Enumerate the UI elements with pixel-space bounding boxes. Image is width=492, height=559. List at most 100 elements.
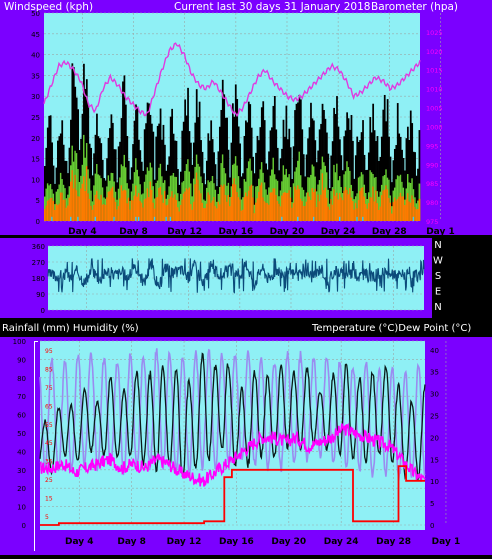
wind-low-bar [139, 200, 142, 221]
wind-low-bar [171, 191, 174, 221]
wind-low-bar [203, 207, 205, 221]
direction-y-tick-label: 180 [32, 275, 45, 283]
wind-gust-bar [114, 149, 117, 221]
wind-gust-bar [46, 127, 49, 221]
wind-gust-bar [239, 143, 241, 221]
wind-low-bar [333, 189, 335, 221]
wind-low-bar [294, 186, 296, 221]
wind-low-bar [318, 201, 321, 221]
wind-low-bar [236, 192, 239, 221]
wind-low-bar [182, 193, 185, 221]
wind-gust-bar [72, 67, 75, 221]
wind-gust-bar [155, 136, 158, 221]
wind-low-bar [161, 194, 163, 221]
wind-gust-bar [184, 99, 187, 221]
wind-gust-bar [207, 133, 210, 221]
wind-gust-bar [404, 170, 406, 221]
wind-low-bar [307, 192, 309, 221]
wind-gust-bar [362, 120, 364, 221]
wind-gust-bar [295, 103, 298, 221]
wind-low-bar [388, 197, 390, 221]
wind-gust-bar [262, 101, 265, 221]
temperature-y-tick-label: 30 [430, 391, 439, 399]
wind-low-bar [391, 213, 393, 221]
wind-average-bar [98, 175, 101, 221]
wind-low-bar [263, 201, 266, 221]
wind-low-bar [159, 186, 162, 221]
wind-low-bar [185, 188, 188, 221]
wind-low-bar [310, 199, 312, 221]
wind-low-bar [268, 204, 270, 221]
wind-low-bar [120, 185, 123, 221]
wind-low-bar [385, 185, 388, 221]
humidity-y-tick-label: 0 [22, 522, 26, 530]
wind-low-bar [208, 194, 211, 221]
wind-gust-bar [376, 136, 379, 221]
wind-low-bar [406, 193, 409, 221]
wind-low-bar [383, 189, 386, 221]
wind-low-bar [71, 170, 74, 221]
wind-gust-bar [334, 113, 337, 221]
wind-low-bar [158, 187, 160, 221]
windspeed-axis-title: Windspeed (kph) [4, 1, 93, 13]
temp-x-tick-label: Day 4 [65, 537, 94, 547]
barometer-line [43, 42, 421, 118]
wind-low-bar [101, 204, 104, 221]
rainfall-y-tick-label: 85 [45, 367, 53, 374]
wind-low-bar [289, 197, 292, 221]
wind-x-tick-label: Day 8 [119, 227, 148, 237]
wind-average-bar [101, 187, 104, 221]
wind-gust-bar [111, 122, 114, 221]
wind-low-bar [395, 200, 398, 221]
wind-low-bar [243, 197, 246, 221]
wind-gust-bar [256, 135, 259, 221]
temperature-y-tick-label: 40 [430, 347, 439, 355]
wind-low-bar [204, 208, 207, 221]
wind-low-bar [111, 186, 114, 221]
wind-low-bar [197, 179, 200, 221]
wind-gust-bar [414, 152, 416, 221]
temp-x-tick-label: Day 8 [117, 537, 146, 547]
wind-gust-bar [391, 182, 393, 221]
wind-y-tick-label: 25 [31, 114, 40, 122]
temperature-y-tick-label: 5 [430, 500, 434, 508]
wind-average-bar [240, 199, 243, 221]
wind-gust-bar [182, 121, 185, 221]
wind-y-tick-label: 35 [31, 72, 40, 80]
wind-average-bar [246, 168, 249, 221]
wind-low-bar [229, 206, 231, 221]
wind-average-bar [123, 154, 126, 221]
wind-gust-bar [240, 176, 243, 221]
wind-low-bar [179, 205, 182, 221]
wind-low-bar [320, 194, 322, 221]
wind-low-bar [169, 196, 172, 221]
wind-gust-bar [418, 130, 421, 221]
wind-low-bar [363, 196, 366, 221]
wind-low-bar [132, 200, 134, 221]
wind-average-bar [327, 189, 330, 221]
wind-low-bar [224, 195, 227, 221]
wind-low-bar [109, 191, 111, 221]
wind-gust-bar [52, 165, 55, 221]
wind-low-bar [191, 209, 194, 221]
wind-low-bar [340, 197, 343, 221]
wind-gust-bar [337, 126, 340, 221]
wind-gust-bar [143, 129, 146, 221]
wind-low-bar [104, 205, 107, 221]
wind-gust-bar [378, 160, 380, 221]
wind-average-bar [279, 190, 282, 221]
wind-gust-bar [243, 135, 246, 221]
wind-low-bar [85, 166, 88, 221]
wind-low-bar [227, 195, 230, 221]
wind-low-bar [124, 190, 127, 221]
wind-y-tick-label: 0 [36, 218, 40, 226]
wind-y-tick-label: 30 [31, 93, 40, 101]
wind-low-bar [401, 196, 403, 221]
wind-low-bar [110, 188, 113, 221]
wind-low-bar [337, 199, 340, 221]
barometer-y-tick-label: 1025 [426, 29, 443, 37]
wind-low-bar [360, 188, 363, 221]
wind-gust-bar [61, 120, 64, 221]
